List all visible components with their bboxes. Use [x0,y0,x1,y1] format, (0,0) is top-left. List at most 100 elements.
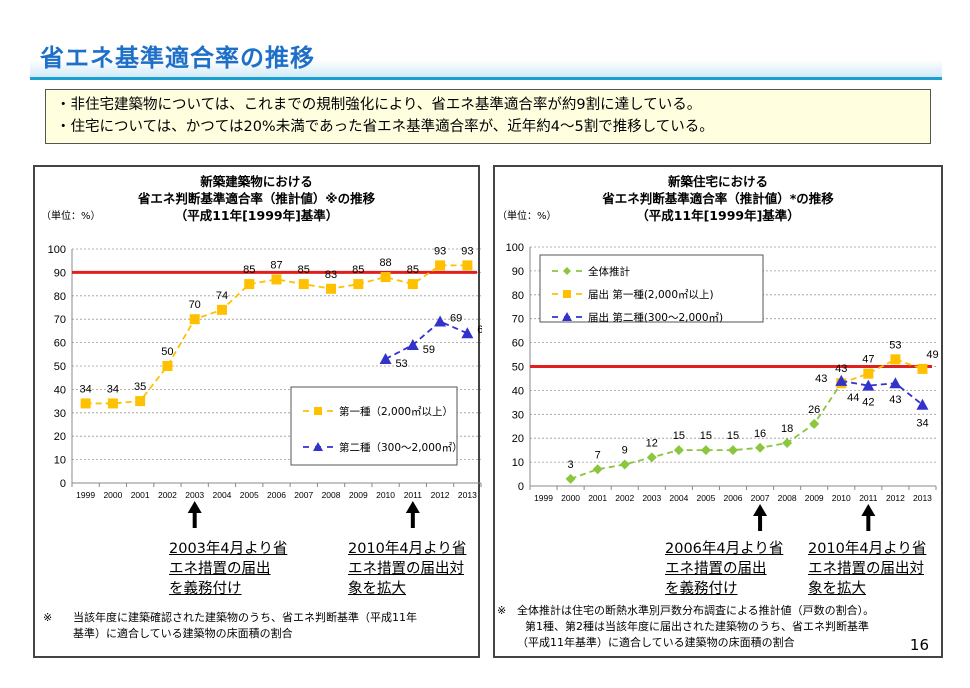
page-title: 省エネ基準適合率の推移 [40,44,315,72]
x-tick-label: 1999 [76,490,95,500]
footnote-line: 第1種、第2種は当該年度に届出された建築物のうち、省エネ判断基準 [525,620,869,633]
diamond-marker [755,442,766,453]
y-tick-label: 90 [512,266,524,278]
x-tick-label: 2000 [561,493,580,503]
annotation-line: を義務付け [665,581,738,597]
x-tick-label: 2011 [404,490,423,500]
triangle-marker [434,315,447,327]
x-tick-label: 2004 [213,490,232,500]
summary-item: 非住宅建築物については、これまでの規制強化により、省エネ基準適合率が約9割に達し… [56,94,920,116]
x-tick-label: 2002 [158,490,177,500]
data-label: 83 [325,269,337,281]
footnote-line: 全体推計は住宅の断熱水準別戸数分布調査による推計値（戸数の割合）。 [517,604,875,617]
data-label: 59 [423,344,435,356]
x-tick-label: 2006 [724,493,743,503]
data-label: 34 [80,383,92,395]
legend-box [290,386,458,466]
data-label: 15 [673,430,685,442]
title-underline [30,77,942,80]
diamond-marker [646,452,657,463]
square-marker [326,283,337,294]
y-tick-label: 70 [54,314,66,326]
data-label: 93 [461,245,473,257]
annotation-2006: 2006年4月より省 エネ措置の届出 を義務付け [665,539,783,599]
y-tick-label: 10 [512,457,524,469]
x-tick-label: 2002 [615,493,634,503]
square-marker [107,398,118,409]
y-tick-label: 30 [54,408,66,420]
data-label: 16 [754,428,766,440]
annotation-line: を義務付け [169,581,242,597]
legend-label: 届出 第一種(2,000㎡以上) [588,288,714,301]
data-label: 43 [815,373,827,385]
diamond-marker [565,473,576,484]
x-tick-label: 2013 [458,490,477,500]
data-label: 43 [889,394,901,406]
square-marker [135,396,146,407]
square-marker [863,368,874,379]
arrow-head [753,504,768,516]
triangle-marker [916,398,929,410]
left-chart-svg: 0 10 20 30 40 50 60 70 80 90 100 1999 2000 2001 2002 20… [48,244,482,528]
arrow-head [187,501,202,513]
arrow-head [405,501,420,513]
data-label: 85 [243,264,255,276]
x-tick-label: 2011 [859,493,878,503]
square-marker [353,279,364,290]
series-line [841,379,924,406]
legend-label: 第二種（300～2,000㎡） [339,441,463,454]
data-label: 12 [646,437,658,449]
annotation-2003: 2003年4月より省 エネ措置の届出 を義務付け [169,539,287,599]
triangle-marker [461,327,474,339]
x-tick-label: 2003 [185,490,204,500]
chart-title-line: （平成11年[1999年]基準） [174,208,339,223]
y-tick-label: 40 [512,385,524,397]
y-tick-label: 80 [512,290,524,302]
chart-title-line: （平成11年[1999年]基準） [636,208,800,223]
y-tick-label: 90 [54,267,66,279]
annotation-line: 2010年4月より省 [808,541,927,557]
right-chart-panel: 新築住宅における 省エネ判断基準適合率（推計値）*の推移 （平成11年[1999… [493,165,943,658]
data-label: 18 [781,423,793,435]
y-tick-label: 50 [512,362,524,374]
y-tick-label: 100 [48,244,66,256]
triangle-marker [406,338,419,350]
diamond-marker [700,445,711,456]
series-line [570,382,843,480]
footnote-mark: ※ [43,611,53,624]
y-tick-label: 10 [54,455,66,467]
data-label: 50 [161,346,173,358]
chart-title-line: 省エネ判断基準適合率（推計値）※の推移 [137,191,376,206]
data-label: 49 [926,349,938,361]
footnote-line: （平成11年基準）に適合している建築物の床面積の割合 [517,636,795,649]
annotation-line: エネ措置の届出 [169,561,271,577]
x-tick-label: 2013 [913,493,932,503]
triangle-marker [862,379,875,391]
left-chart-panel: 新築建築物における 省エネ判断基準適合率（推計値）※の推移 （平成11年[199… [33,165,482,658]
square-marker [462,260,473,271]
left-chart-title: 新築建築物における 省エネ判断基準適合率（推計値）※の推移 （平成11年[199… [35,173,478,224]
annotation-line: 2010年4月より省 [348,541,467,557]
y-tick-label: 20 [512,433,524,445]
data-label: 53 [395,358,407,370]
diamond-marker [619,459,630,470]
triangle-marker [835,374,848,386]
diamond-marker [592,464,603,475]
triangle-marker [889,377,902,389]
y-tick-label: 50 [54,361,66,373]
unit-label: （単位：%） [497,211,557,222]
data-label: 64 [477,324,482,336]
annotation-line: エネ措置の届出対 [808,561,924,577]
data-label: 43 [835,363,847,375]
x-tick-label: 2001 [588,493,607,503]
square-marker [890,354,901,365]
diamond-marker [728,445,738,456]
y-tick-label: 30 [512,409,524,421]
footnote: 当該年度に建築確認された建築物のうち、省エネ判断基準（平成11年 基準）に適合し… [73,610,417,642]
square-marker [216,304,227,315]
right-chart-title: 新築住宅における 省エネ判断基準適合率（推計値）*の推移 （平成11年[1999… [495,173,941,224]
series-line [840,358,923,385]
x-tick-label: 2001 [131,490,150,500]
legend-box [539,254,764,323]
annotation-2010: 2010年4月より省 エネ措置の届出対 象を拡大 [808,539,926,599]
